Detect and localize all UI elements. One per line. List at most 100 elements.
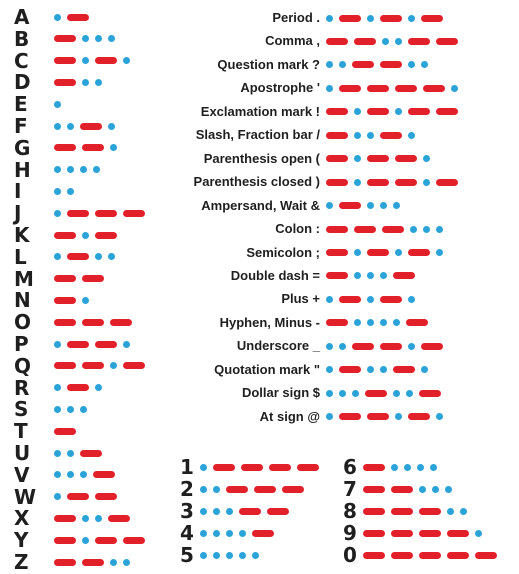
- punctuation-label: Question mark ?: [217, 56, 320, 72]
- morse-dash: [391, 507, 413, 515]
- morse-code: [326, 225, 449, 233]
- morse-dash: [475, 551, 497, 559]
- digit-label: 2: [180, 477, 194, 501]
- morse-dot: [326, 413, 333, 421]
- morse-code: [200, 463, 325, 471]
- morse-code: [326, 61, 434, 69]
- morse-dash: [95, 340, 117, 348]
- morse-dot: [226, 551, 233, 559]
- morse-dash: [447, 551, 469, 559]
- morse-dot: [367, 319, 374, 327]
- morse-code: [54, 187, 80, 195]
- punctuation-code-row: [326, 101, 464, 123]
- morse-dot: [213, 551, 220, 559]
- morse-dash: [54, 514, 76, 522]
- morse-dot: [93, 166, 100, 174]
- morse-dash: [436, 108, 458, 116]
- letter-row: N: [14, 289, 95, 311]
- morse-dash: [367, 178, 389, 186]
- morse-dash: [67, 340, 89, 348]
- morse-dot: [110, 362, 117, 370]
- morse-code: [54, 471, 121, 479]
- morse-dash: [213, 463, 235, 471]
- digit-label: 7: [343, 477, 357, 501]
- morse-dot: [367, 202, 374, 210]
- morse-dot: [54, 493, 61, 501]
- morse-dash: [82, 275, 104, 283]
- morse-dash: [408, 413, 430, 421]
- letter-label: Q: [14, 353, 32, 378]
- punctuation-code-row: [326, 406, 449, 428]
- morse-dot: [82, 514, 89, 522]
- morse-dash: [54, 57, 76, 65]
- morse-dash: [110, 318, 132, 326]
- morse-code: [326, 108, 464, 116]
- letter-row: T: [14, 420, 82, 442]
- letter-label: V: [14, 462, 30, 487]
- morse-dash: [95, 57, 117, 65]
- punctuation-code-row: [326, 288, 421, 310]
- letter-row: L: [14, 246, 121, 268]
- morse-dash: [326, 319, 348, 327]
- punctuation-code-row: [326, 124, 421, 146]
- punctuation-code-row: [326, 148, 436, 170]
- morse-dash: [339, 413, 361, 421]
- digit-row: 0: [343, 544, 503, 566]
- morse-dash: [326, 272, 348, 280]
- morse-code: [54, 231, 123, 239]
- letter-label: M: [14, 266, 34, 291]
- morse-dot: [447, 507, 454, 515]
- morse-dot: [54, 449, 61, 457]
- morse-dash: [436, 37, 458, 45]
- digit-row: 6: [343, 456, 443, 478]
- morse-dot: [82, 57, 89, 65]
- morse-dash: [367, 155, 389, 163]
- morse-dash: [297, 463, 319, 471]
- digit-row: 1: [180, 456, 325, 478]
- morse-dot: [82, 231, 89, 239]
- morse-dash: [363, 485, 385, 493]
- morse-dot: [395, 108, 402, 116]
- morse-dot: [393, 202, 400, 210]
- morse-dash: [339, 14, 361, 22]
- morse-dash: [393, 366, 415, 374]
- morse-dash: [82, 362, 104, 370]
- digit-label: 8: [343, 499, 357, 523]
- morse-dot: [326, 342, 333, 350]
- morse-dot: [239, 551, 246, 559]
- morse-dot: [421, 366, 428, 374]
- letter-label: J: [14, 201, 22, 226]
- morse-code: [326, 366, 434, 374]
- morse-dot: [200, 507, 207, 515]
- morse-dot: [326, 295, 333, 303]
- morse-dot: [95, 384, 102, 392]
- morse-dot: [430, 463, 437, 471]
- morse-dot: [421, 61, 428, 69]
- morse-dot: [213, 507, 220, 515]
- letter-row: P: [14, 333, 136, 355]
- morse-code: [54, 57, 136, 65]
- digit-label: 3: [180, 499, 194, 523]
- morse-dash: [363, 529, 385, 537]
- letter-label: C: [14, 48, 29, 73]
- morse-dot: [67, 405, 74, 413]
- morse-dash: [447, 529, 469, 537]
- punctuation-label: Parenthesis open (: [203, 150, 320, 166]
- morse-code: [326, 131, 421, 139]
- morse-code: [54, 275, 110, 283]
- morse-dot: [123, 340, 130, 348]
- morse-dash: [95, 209, 117, 217]
- punctuation-code-row: [326, 77, 464, 99]
- morse-code: [326, 37, 464, 45]
- punctuation-code-row: [326, 265, 421, 287]
- morse-code: [200, 485, 310, 493]
- morse-dash: [419, 507, 441, 515]
- morse-code: [54, 35, 121, 43]
- morse-dot: [54, 187, 61, 195]
- morse-dot: [395, 249, 402, 256]
- morse-dash: [123, 362, 145, 370]
- morse-code: [326, 155, 436, 163]
- morse-dash: [367, 84, 389, 92]
- morse-dot: [354, 249, 361, 256]
- morse-dash: [93, 471, 115, 479]
